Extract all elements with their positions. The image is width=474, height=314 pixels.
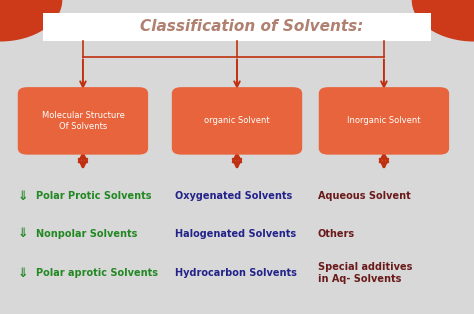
Text: Oxygenated Solvents: Oxygenated Solvents <box>175 191 292 201</box>
Circle shape <box>0 0 62 41</box>
Text: Aqueous Solvent: Aqueous Solvent <box>318 191 410 201</box>
Text: Nonpolar Solvents: Nonpolar Solvents <box>36 229 137 239</box>
Text: Polar Protic Solvents: Polar Protic Solvents <box>36 191 151 201</box>
Text: Polar aprotic Solvents: Polar aprotic Solvents <box>36 268 157 278</box>
Text: Molecular Structure
Of Solvents: Molecular Structure Of Solvents <box>42 111 124 131</box>
Circle shape <box>412 0 474 41</box>
Text: Inorganic Solvent: Inorganic Solvent <box>347 116 421 125</box>
FancyBboxPatch shape <box>172 87 302 155</box>
FancyBboxPatch shape <box>43 13 431 41</box>
FancyBboxPatch shape <box>319 87 449 155</box>
Text: organic Solvent: organic Solvent <box>204 116 270 125</box>
FancyBboxPatch shape <box>18 87 148 155</box>
Text: Others: Others <box>318 229 355 239</box>
Text: ⇓: ⇓ <box>18 267 28 280</box>
Text: ⇓: ⇓ <box>18 190 28 203</box>
Text: Special additives
in Aq- Solvents: Special additives in Aq- Solvents <box>318 263 412 284</box>
Text: Classification of Solvents:: Classification of Solvents: <box>139 19 363 34</box>
Text: ⇓: ⇓ <box>18 227 28 241</box>
Text: Halogenated Solvents: Halogenated Solvents <box>175 229 297 239</box>
Text: Hydrocarbon Solvents: Hydrocarbon Solvents <box>175 268 297 278</box>
